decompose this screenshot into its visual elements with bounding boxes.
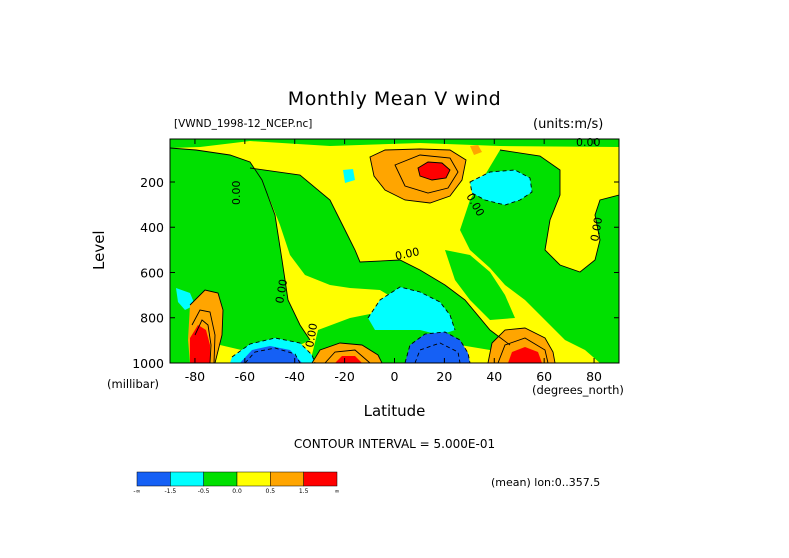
colorbar-swatch	[270, 471, 304, 487]
contour-zero-c	[499, 149, 619, 273]
contour-label: 0.00	[303, 322, 320, 348]
x-tick-label: 60	[536, 369, 552, 384]
colorbar-label: -∞	[133, 488, 140, 495]
colorbar-label: 0.0	[232, 488, 242, 495]
colorbar-label: 0.5	[266, 488, 276, 495]
contour-pos-top-3	[417, 161, 451, 181]
chart-title: Monthly Mean V wind	[287, 88, 502, 110]
mean-note: (mean) lon:0..357.5	[491, 476, 601, 489]
region-orange-top-small	[470, 145, 482, 155]
colorbar-label: ∞	[335, 488, 340, 495]
colorbar-swatch	[203, 471, 238, 487]
contour-neg-cyan-ur	[469, 169, 533, 206]
contour-neg-sh-1	[231, 337, 316, 363]
contour-pos-nh-2	[497, 337, 549, 363]
colorbar-swatch	[236, 471, 271, 487]
x-tick-label: 80	[586, 369, 602, 384]
region-blue-eq	[405, 332, 470, 363]
colorbar-label: 1.5	[299, 488, 309, 495]
contour-pos-left-3	[194, 319, 212, 363]
contour-neg-eq-2	[414, 342, 461, 363]
y-tick-label: 400	[140, 220, 164, 235]
region-blue-sh	[240, 346, 302, 363]
region-green-eq-right	[445, 250, 515, 320]
contour-label: 0.00	[230, 181, 243, 206]
region-cyan-upper-right	[470, 170, 532, 205]
x-axis-units: (degrees_north)	[532, 383, 624, 397]
colorbar-label: -1.5	[164, 488, 176, 495]
dataset-label: [VWND_1998-12_NCEP.nc]	[174, 118, 313, 130]
contour-neg-cyan-lm	[367, 286, 456, 331]
contour-pos-left-1	[189, 289, 224, 363]
x-tick-label: -40	[285, 369, 305, 384]
contour-label: 0.00	[576, 136, 601, 149]
region-cyan-small-top	[343, 169, 355, 183]
contour-pos-top-1	[369, 148, 467, 204]
contour-label: 0.00	[394, 245, 421, 263]
contour-pos-nh-1	[487, 327, 556, 363]
region-red-nh	[508, 347, 542, 363]
colorbar-swatch	[303, 471, 338, 487]
region-green-sh	[250, 168, 510, 350]
y-axis-units: (millibar)	[107, 377, 160, 391]
colorbar-label: -0.5	[198, 488, 210, 495]
contour-pos-sh-2	[324, 349, 371, 363]
contour-neg-sh-2	[244, 347, 301, 363]
y-tick-label: 200	[140, 175, 164, 190]
x-tick-label: -20	[334, 369, 354, 384]
colorbar-swatch	[170, 471, 204, 487]
y-tick-label: 800	[140, 311, 164, 326]
contour-neg-eq-1	[404, 331, 471, 363]
contour-zero-b	[249, 167, 511, 346]
contour-label: 0.00	[588, 216, 605, 242]
contour-zero-a	[170, 147, 311, 341]
x-tick-label: 40	[486, 369, 502, 384]
x-tick-label: -60	[235, 369, 255, 384]
contour-pos-top-2	[394, 154, 459, 194]
y-tick-label: 600	[140, 265, 164, 280]
axis-ticks: -80 -60 -40 -20 0 20 40 60 80 200 400 600 800 1000	[132, 139, 619, 384]
contour-interval-text: CONTOUR INTERVAL = 5.000E-01	[293, 437, 496, 451]
region-cyan-lower-mid	[368, 287, 455, 335]
region-red-sh	[335, 356, 362, 363]
colorbar: -∞ -1.5 -0.5 0.0 0.5 1.5 ∞	[133, 471, 340, 495]
contour-pos-left-2	[191, 309, 216, 363]
contour-label: 0.00	[273, 278, 290, 304]
units-label: (units:m/s)	[533, 117, 604, 132]
x-tick-label: 0	[391, 369, 399, 384]
contour-pos-sh-1	[311, 342, 383, 363]
x-tick-label: 20	[436, 369, 452, 384]
x-axis-label: Latitude	[363, 402, 426, 420]
colorbar-swatch	[136, 471, 171, 487]
y-tick-label: 1000	[132, 356, 164, 371]
region-red-top	[418, 162, 450, 180]
x-tick-label: -80	[185, 369, 205, 384]
